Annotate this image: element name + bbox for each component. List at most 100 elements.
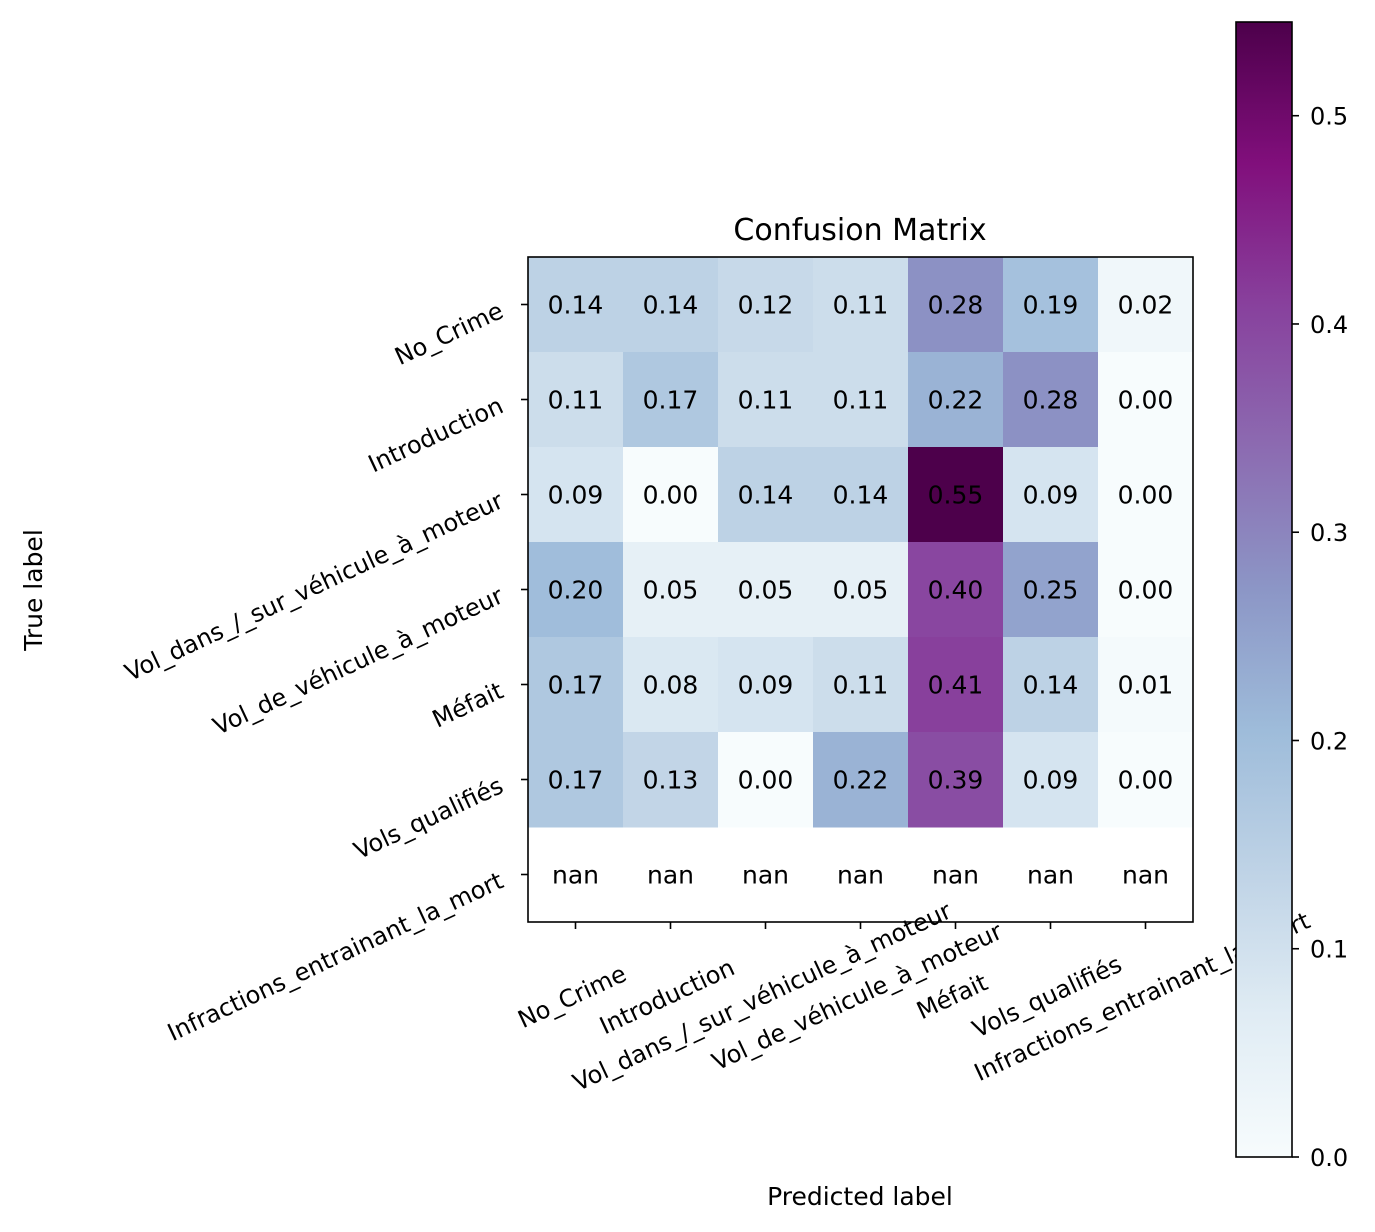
heatmap-cell xyxy=(908,732,1004,828)
heatmap-cell xyxy=(1098,352,1194,448)
heatmap-cell xyxy=(908,352,1004,448)
y-tick-label: Vols_qualifiés xyxy=(350,772,508,866)
cell-value-label: 0.05 xyxy=(833,576,889,605)
heatmap-cell xyxy=(1098,637,1194,733)
cell-value-label: 0.17 xyxy=(548,766,604,795)
cell-value-label: 0.20 xyxy=(548,576,604,605)
cell-value-label: 0.11 xyxy=(738,386,794,415)
heatmap-cell xyxy=(1098,257,1194,353)
cell-value-label: 0.11 xyxy=(548,386,604,415)
heatmap-cell xyxy=(623,542,719,638)
colorbar-tick-label: 0.1 xyxy=(1310,936,1348,964)
cell-value-label: nan xyxy=(837,861,884,890)
cell-value-label: 0.22 xyxy=(928,386,984,415)
cell-value-label: 0.22 xyxy=(833,766,889,795)
heatmap-cell xyxy=(718,257,814,353)
colorbar-tick-label: 0.3 xyxy=(1310,519,1348,547)
cell-value-label: 0.14 xyxy=(548,291,604,320)
heatmap-cell xyxy=(718,352,814,448)
cell-value-label: 0.00 xyxy=(1118,481,1174,510)
cell-value-label: 0.00 xyxy=(1118,576,1174,605)
heatmap-cell xyxy=(528,732,624,828)
cell-value-label: 0.09 xyxy=(1023,766,1079,795)
x-tick-label: Vol_dans_/_sur_véhicule_à_moteur xyxy=(569,897,956,1097)
heatmap-cell xyxy=(1003,732,1099,828)
heatmap-cell xyxy=(813,732,909,828)
heatmap-cell xyxy=(908,257,1004,353)
heatmap-cell xyxy=(718,542,814,638)
heatmap-cell xyxy=(1003,542,1099,638)
cell-value-label: 0.13 xyxy=(643,766,699,795)
heatmap-cell xyxy=(1003,447,1099,543)
heatmap-cell xyxy=(813,257,909,353)
cell-value-label: 0.08 xyxy=(643,671,699,700)
heatmap-cell xyxy=(623,637,719,733)
cell-value-label: 0.17 xyxy=(548,671,604,700)
cell-value-label: 0.00 xyxy=(1118,766,1174,795)
cell-value-label: 0.02 xyxy=(1118,291,1174,320)
cell-value-label: 0.14 xyxy=(1023,671,1079,700)
heatmap-cell xyxy=(908,637,1004,733)
heatmap-cell xyxy=(908,447,1004,543)
cell-value-label: 0.09 xyxy=(738,671,794,700)
cell-value-label: 0.39 xyxy=(928,766,984,795)
cell-value-label: 0.19 xyxy=(1023,291,1079,320)
cell-value-label: 0.11 xyxy=(833,386,889,415)
cell-value-label: 0.09 xyxy=(1023,481,1079,510)
heatmap-cell xyxy=(1003,352,1099,448)
cell-value-label: 0.00 xyxy=(1118,386,1174,415)
cell-value-label: nan xyxy=(742,861,789,890)
heatmap-cell xyxy=(528,637,624,733)
colorbar-tick-label: 0.4 xyxy=(1310,311,1348,339)
cell-value-label: 0.40 xyxy=(928,576,984,605)
y-axis-label: True label xyxy=(19,529,48,652)
heatmap-cell xyxy=(1003,257,1099,353)
heatmap-cell xyxy=(528,257,624,353)
cell-value-label: nan xyxy=(552,861,599,890)
cell-value-label: 0.14 xyxy=(643,291,699,320)
cell-value-label: nan xyxy=(1122,861,1169,890)
chart-title: Confusion Matrix xyxy=(733,213,986,248)
colorbar xyxy=(1235,21,1293,1158)
y-tick-label: Infractions_entrainant_la_mort xyxy=(163,867,507,1047)
heatmap-cell xyxy=(528,542,624,638)
x-axis-label: Predicted label xyxy=(767,1182,953,1211)
heatmap-cell xyxy=(1003,637,1099,733)
cell-value-label: 0.55 xyxy=(928,481,984,510)
y-axis-ticks: No_Crime IntroductionVol_dans_/_sur_véhic… xyxy=(121,297,528,1047)
cell-value-label: 0.01 xyxy=(1118,671,1174,700)
heatmap-cell xyxy=(718,637,814,733)
colorbar-tick-label: 0.2 xyxy=(1310,727,1348,755)
y-tick-label: Introduction xyxy=(364,392,508,479)
heatmap-cell xyxy=(813,542,909,638)
heatmap-cell xyxy=(813,637,909,733)
cell-value-label: 0.12 xyxy=(738,291,794,320)
cell-value-label: nan xyxy=(647,861,694,890)
heatmap-cell xyxy=(813,447,909,543)
heatmap-cell xyxy=(1098,732,1194,828)
cell-value-label: nan xyxy=(1027,861,1074,890)
heatmap-cell xyxy=(623,257,719,353)
y-tick-label: Vol_dans_/_sur_véhicule_à_moteur xyxy=(121,487,508,687)
heatmap-cell xyxy=(1098,447,1194,543)
cell-value-label: 0.05 xyxy=(643,576,699,605)
cell-value-label: 0.11 xyxy=(833,291,889,320)
colorbar-tick-label: 0.5 xyxy=(1310,103,1348,131)
cell-value-label: 0.25 xyxy=(1023,576,1079,605)
heatmap-cell xyxy=(623,352,719,448)
cell-value-label: 0.11 xyxy=(833,671,889,700)
heatmap-cell xyxy=(908,542,1004,638)
y-tick-label: No_Crime xyxy=(390,297,507,371)
y-tick-label: Méfait xyxy=(428,677,508,734)
cell-value-label: nan xyxy=(932,861,979,890)
heatmap-cell xyxy=(718,447,814,543)
heatmap-cell xyxy=(813,352,909,448)
cell-value-label: 0.00 xyxy=(643,481,699,510)
heatmap-cell xyxy=(528,447,624,543)
cell-value-label: 0.14 xyxy=(738,481,794,510)
colorbar-tick-label: 0.0 xyxy=(1310,1144,1348,1172)
heatmap-cell xyxy=(528,352,624,448)
heatmap-cell xyxy=(623,447,719,543)
cell-value-label: 0.17 xyxy=(643,386,699,415)
